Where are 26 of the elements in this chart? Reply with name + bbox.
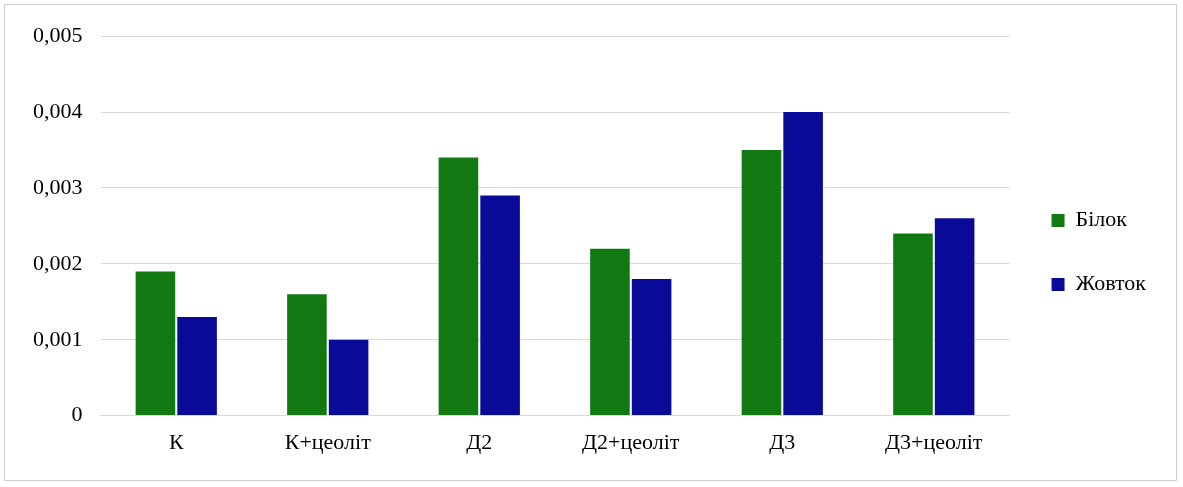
bar (287, 294, 327, 416)
y-tick-label: 0,002 (33, 249, 83, 275)
bar (741, 150, 782, 416)
bar (328, 339, 369, 416)
x-tick-label: Д3 (769, 428, 796, 454)
y-tick-label: 0,005 (33, 21, 83, 47)
bar (631, 279, 672, 416)
legend-label: Жовток (1075, 270, 1147, 296)
y-tick-label: 0,004 (33, 97, 83, 123)
bar (783, 112, 823, 416)
x-tick-label: Д2 (466, 428, 493, 454)
x-tick-label: Д2+цеоліт (582, 428, 680, 454)
y-tick-label: 0,001 (33, 325, 83, 351)
legend-label: Білок (1075, 206, 1128, 232)
bar (480, 195, 520, 416)
bar (934, 218, 975, 416)
y-tick-label: 0,003 (33, 173, 83, 199)
x-tick-label: Д3+цеоліт (885, 428, 983, 454)
y-tick-label: 0 (71, 401, 83, 427)
bar (893, 233, 933, 416)
x-tick-label: К (168, 428, 184, 454)
bar (177, 316, 217, 416)
bar (590, 248, 630, 416)
bar (135, 271, 176, 416)
x-tick-label: К+цеоліт (284, 428, 372, 454)
bar (438, 157, 479, 416)
